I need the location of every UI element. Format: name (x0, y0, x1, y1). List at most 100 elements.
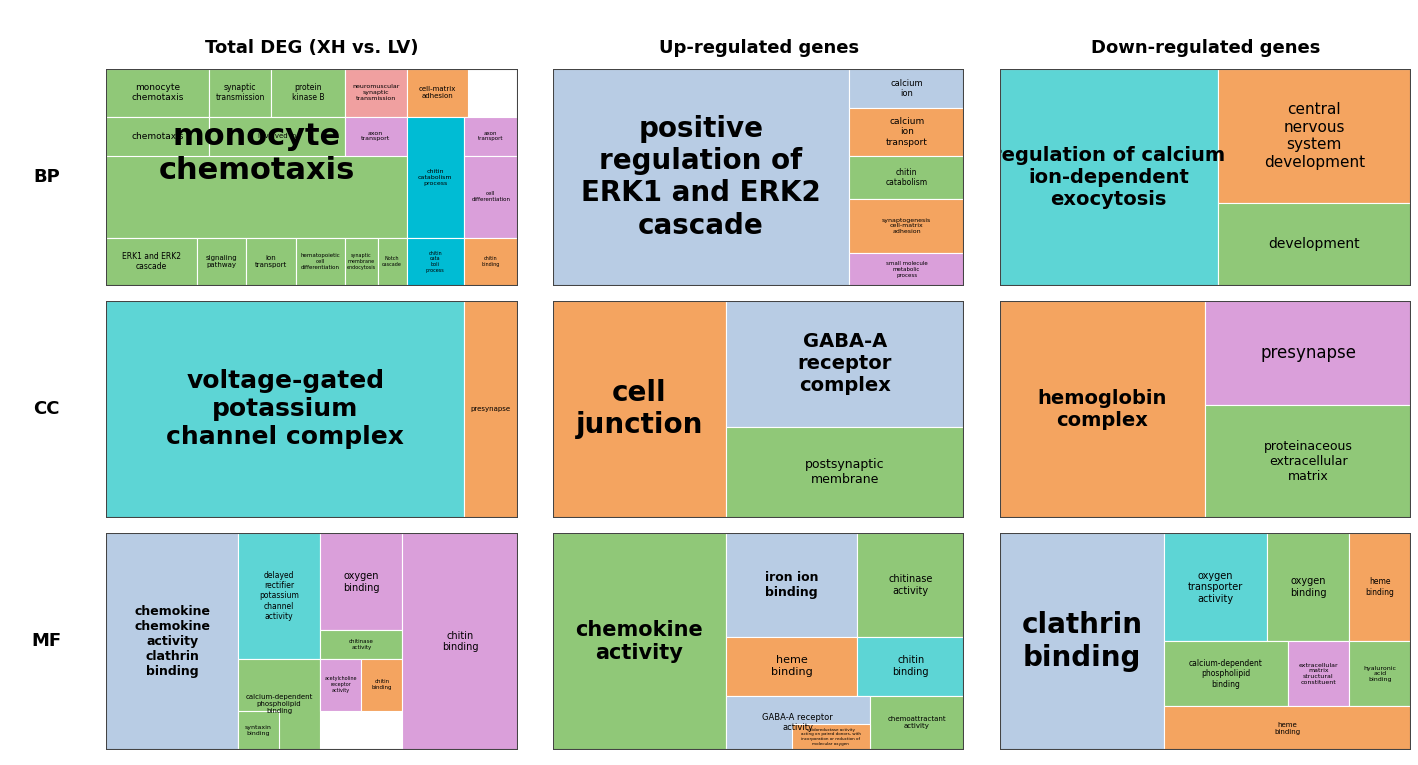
Text: regulation of calcium
ion-dependent
exocytosis: regulation of calcium ion-dependent exoc… (993, 145, 1225, 209)
Text: proteinaceous
extracellular
matrix: proteinaceous extracellular matrix (1263, 440, 1353, 483)
FancyBboxPatch shape (464, 301, 518, 518)
FancyBboxPatch shape (106, 69, 208, 116)
FancyBboxPatch shape (247, 238, 295, 285)
Text: monocyte
chemotaxis: monocyte chemotaxis (132, 83, 184, 103)
Text: chitin
binding: chitin binding (482, 256, 501, 267)
Text: oxygen
binding: oxygen binding (343, 571, 380, 593)
Text: extracellular
matrix
structural
constituent: extracellular matrix structural constitu… (1299, 662, 1339, 685)
Text: heme
binding: heme binding (1366, 578, 1394, 597)
Text: calcium
ion: calcium ion (891, 79, 923, 98)
Text: presynapse: presynapse (1261, 344, 1356, 362)
FancyBboxPatch shape (726, 427, 964, 518)
FancyBboxPatch shape (1205, 301, 1411, 405)
FancyBboxPatch shape (1000, 69, 1218, 285)
Text: oxygen
transporter
activity: oxygen transporter activity (1188, 571, 1244, 604)
FancyBboxPatch shape (464, 155, 518, 238)
FancyBboxPatch shape (849, 253, 964, 285)
Text: chitinase
activity: chitinase activity (349, 640, 374, 650)
Text: signaling
pathway: signaling pathway (206, 256, 237, 269)
Text: delayed
rectifier
potassium
channel
activity: delayed rectifier potassium channel acti… (259, 571, 299, 621)
Text: neuromuscular
synaptic
transmission: neuromuscular synaptic transmission (352, 84, 400, 101)
FancyBboxPatch shape (464, 238, 518, 285)
FancyBboxPatch shape (377, 238, 407, 285)
Text: cell
differentiation: cell differentiation (471, 191, 510, 202)
Text: synaptic
membrane
endocytosis: synaptic membrane endocytosis (347, 253, 376, 270)
FancyBboxPatch shape (791, 724, 869, 750)
FancyBboxPatch shape (858, 533, 964, 637)
Text: oxidoreductase activity
acting on paired donors, with
incorporation or reduction: oxidoreductase activity acting on paired… (801, 728, 861, 746)
Text: heme
binding: heme binding (770, 656, 813, 677)
FancyBboxPatch shape (1164, 641, 1288, 706)
Text: calcium-dependent
phospholipid
binding: calcium-dependent phospholipid binding (245, 694, 313, 715)
Text: chitin
binding: chitin binding (372, 679, 393, 690)
FancyBboxPatch shape (1164, 533, 1268, 641)
FancyBboxPatch shape (1349, 641, 1411, 706)
FancyBboxPatch shape (1288, 641, 1349, 706)
Text: MF: MF (31, 633, 62, 650)
Text: ERK1 and ERK2
cascade: ERK1 and ERK2 cascade (122, 252, 182, 272)
Text: hemoglobin
complex: hemoglobin complex (1038, 389, 1167, 430)
Text: Up-regulated genes: Up-regulated genes (658, 39, 859, 57)
FancyBboxPatch shape (1000, 533, 1164, 750)
Text: hyaluronic
acid
binding: hyaluronic acid binding (1364, 666, 1397, 682)
FancyBboxPatch shape (849, 69, 964, 108)
FancyBboxPatch shape (407, 69, 468, 116)
Text: chitin
cata
boli
process: chitin cata boli process (425, 251, 445, 273)
FancyBboxPatch shape (403, 533, 518, 750)
FancyBboxPatch shape (197, 238, 247, 285)
Text: clathrin
binding: clathrin binding (1021, 611, 1143, 672)
FancyBboxPatch shape (362, 659, 403, 711)
Text: chitinase
activity: chitinase activity (889, 575, 933, 596)
Text: calcium
ion
transport: calcium ion transport (886, 117, 927, 147)
Text: GABA-A
receptor
complex: GABA-A receptor complex (798, 332, 892, 396)
Text: syntaxin
binding: syntaxin binding (245, 724, 272, 736)
Text: Total DEG (XH vs. LV): Total DEG (XH vs. LV) (206, 39, 418, 57)
FancyBboxPatch shape (106, 301, 464, 518)
Text: cell-matrix
adhesion: cell-matrix adhesion (418, 86, 457, 99)
Text: Notch
cascade: Notch cascade (383, 256, 403, 267)
FancyBboxPatch shape (320, 659, 362, 711)
Text: chitin
binding: chitin binding (892, 656, 929, 677)
Text: postsynaptic
membrane: postsynaptic membrane (805, 458, 885, 486)
FancyBboxPatch shape (553, 533, 726, 750)
FancyBboxPatch shape (208, 69, 271, 116)
Text: synaptic
transmission: synaptic transmission (216, 83, 265, 103)
Text: cell
junction: cell junction (576, 379, 703, 439)
FancyBboxPatch shape (238, 659, 320, 750)
FancyBboxPatch shape (849, 108, 964, 155)
Text: heme
binding: heme binding (1275, 721, 1300, 734)
FancyBboxPatch shape (1205, 405, 1411, 518)
Text: axon
transport: axon transport (362, 131, 390, 142)
Text: small molecule
metabolic
process: small molecule metabolic process (886, 261, 927, 278)
Text: acetylcholine
receptor
activity: acetylcholine receptor activity (325, 676, 357, 693)
FancyBboxPatch shape (320, 533, 403, 630)
FancyBboxPatch shape (726, 695, 869, 750)
Text: iron ion
binding: iron ion binding (764, 571, 818, 599)
FancyBboxPatch shape (345, 238, 377, 285)
FancyBboxPatch shape (849, 155, 964, 199)
FancyBboxPatch shape (1349, 533, 1411, 641)
Text: development: development (1269, 237, 1360, 252)
Text: monocyte
chemotaxis: monocyte chemotaxis (159, 122, 354, 184)
Text: chemokine
activity: chemokine activity (576, 620, 703, 663)
Text: voltage-gated
potassium
channel complex: voltage-gated potassium channel complex (166, 369, 404, 449)
Text: calcium-dependent
phospholipid
binding: calcium-dependent phospholipid binding (1188, 659, 1263, 688)
FancyBboxPatch shape (849, 199, 964, 253)
Text: protein
kinase B: protein kinase B (292, 83, 325, 103)
FancyBboxPatch shape (553, 301, 726, 518)
FancyBboxPatch shape (238, 533, 320, 659)
FancyBboxPatch shape (345, 116, 407, 155)
Text: chitin
catabolism
process: chitin catabolism process (418, 169, 452, 186)
FancyBboxPatch shape (1164, 706, 1411, 750)
Text: chitin
catabolism: chitin catabolism (886, 168, 927, 187)
FancyBboxPatch shape (869, 695, 964, 750)
FancyBboxPatch shape (106, 238, 197, 285)
Text: synaptogenesis
cell-matrix
adhesion: synaptogenesis cell-matrix adhesion (882, 218, 932, 234)
FancyBboxPatch shape (553, 69, 849, 285)
Text: chemoattractant
activity: chemoattractant activity (888, 716, 946, 729)
Text: chemotaxis: chemotaxis (132, 132, 184, 141)
FancyBboxPatch shape (106, 69, 407, 238)
Text: oxygen
binding: oxygen binding (1290, 576, 1326, 598)
Text: hematopoietic
cell
differentiation: hematopoietic cell differentiation (301, 253, 340, 270)
FancyBboxPatch shape (407, 238, 464, 285)
